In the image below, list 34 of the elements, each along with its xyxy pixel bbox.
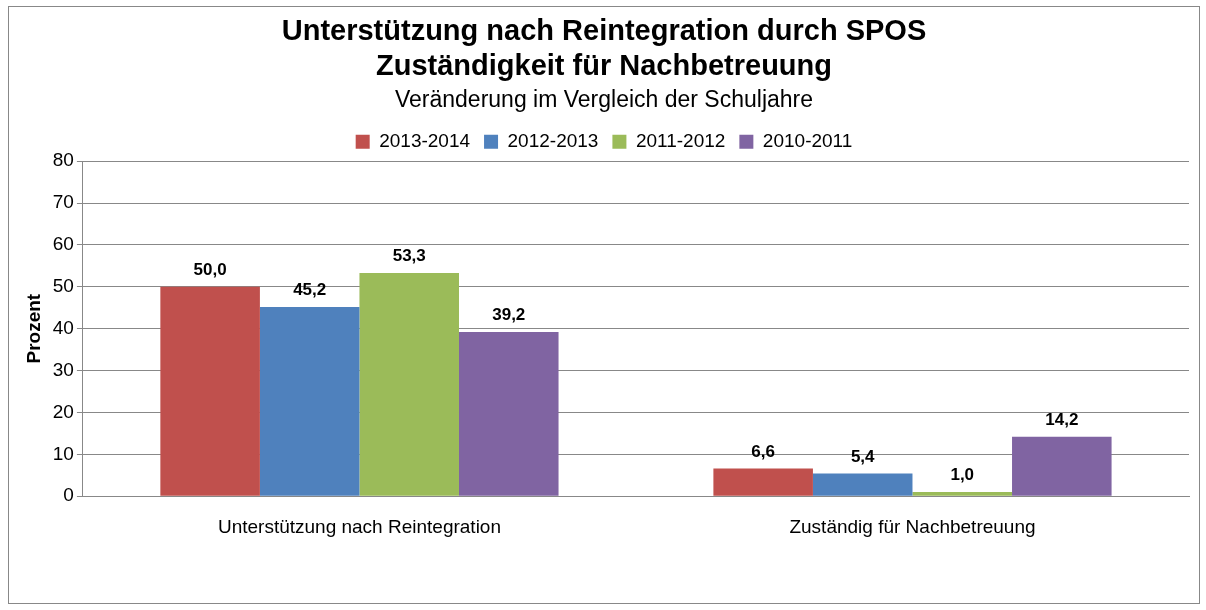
x-tick-label: Unterstützung nach Reintegration	[217, 515, 501, 537]
y-tick-label: 20	[52, 400, 74, 422]
data-label: 50,0	[193, 260, 227, 280]
data-label: 53,3	[392, 246, 426, 266]
bar	[359, 273, 459, 496]
data-label: 14,2	[1045, 409, 1079, 429]
bar	[160, 286, 260, 496]
data-label: 1,0	[950, 465, 975, 485]
y-tick-label: 50	[52, 275, 74, 297]
bar	[713, 468, 813, 496]
x-tick-label: Zuständig für Nachbetreuung	[789, 515, 1036, 537]
chart-subtitle: Veränderung im Vergleich der Schuljahre	[394, 85, 814, 112]
bar	[259, 306, 360, 496]
data-label: 39,2	[492, 305, 526, 325]
data-label: 6,6	[751, 441, 775, 461]
y-tick-label: 80	[52, 149, 74, 171]
y-tick-label: 70	[52, 191, 74, 213]
y-tick-label: 60	[52, 233, 74, 255]
legend-label: 2013-2014	[379, 129, 471, 151]
bar	[1012, 436, 1112, 496]
bar	[459, 332, 559, 496]
y-tick-label: 10	[52, 442, 74, 464]
y-axis-title: Prozent	[22, 293, 44, 364]
legend-label: 2012-2013	[507, 129, 599, 151]
chart-title: Unterstützung nach Reintegration durch SPOS Zuständigkeit für Nachbetreuung	[281, 14, 927, 82]
data-label: 45,2	[293, 280, 327, 300]
y-tick-label: 0	[63, 484, 74, 506]
y-tick-label: 40	[52, 316, 74, 338]
data-label: 5,4	[850, 446, 876, 466]
bar	[912, 492, 1013, 496]
y-tick-label: 30	[52, 358, 74, 380]
legend-label: 2011-2012	[635, 129, 726, 151]
legend-label: 2010-2011	[762, 129, 853, 151]
bar	[812, 473, 913, 496]
